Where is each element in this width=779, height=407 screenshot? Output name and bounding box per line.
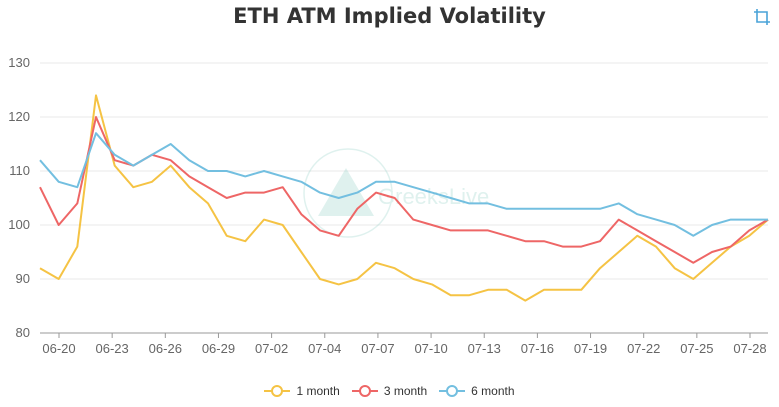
y-tick-label: 90 xyxy=(16,271,30,286)
legend-swatch xyxy=(264,384,291,397)
legend-item-3-month[interactable]: 3 month xyxy=(351,383,428,398)
y-tick-label: 120 xyxy=(8,109,30,124)
legend: 1 month 3 month 6 month xyxy=(0,381,779,399)
x-tick-label: 07-28 xyxy=(733,341,766,356)
x-tick-label: 06-29 xyxy=(202,341,235,356)
legend-swatch xyxy=(439,384,466,397)
legend-swatch xyxy=(351,384,378,397)
x-tick-label: 07-16 xyxy=(521,341,554,356)
y-tick-label: 130 xyxy=(8,55,30,70)
x-tick-label: 07-07 xyxy=(361,341,394,356)
x-tick-label: 07-04 xyxy=(308,341,341,356)
x-tick-label: 07-10 xyxy=(414,341,447,356)
watermark-text: GreeksLive xyxy=(378,184,489,209)
x-axis: 06-20 06-23 06-26 06-29 07-02 07-04 07-07 07-10… xyxy=(42,333,767,356)
watermark: GreeksLive xyxy=(303,148,489,238)
legend-item-1-month[interactable]: 1 month xyxy=(264,383,340,398)
y-tick-label: 80 xyxy=(16,325,30,340)
legend-label: 3 month xyxy=(383,383,428,398)
x-tick-label: 07-13 xyxy=(468,341,501,356)
x-tick-label: 07-25 xyxy=(680,341,713,356)
x-tick-label: 06-23 xyxy=(96,341,129,356)
y-tick-label: 100 xyxy=(8,217,30,232)
legend-label: 6 month xyxy=(471,383,515,398)
x-tick-label: 07-02 xyxy=(255,341,288,356)
x-tick-label: 06-26 xyxy=(149,341,182,356)
x-tick-label: 06-20 xyxy=(42,341,75,356)
x-tick-label: 07-22 xyxy=(627,341,660,356)
y-axis: 80 90 100 110 120 130 xyxy=(8,55,30,340)
series-line-3-month xyxy=(39,116,769,264)
series-lines xyxy=(39,94,769,302)
x-tick-label: 07-19 xyxy=(574,341,607,356)
series-line-1-month xyxy=(39,94,769,302)
y-tick-label: 110 xyxy=(9,163,30,178)
chart-title: ETH ATM Implied Volatility xyxy=(233,4,546,28)
legend-label: 1 month xyxy=(296,383,340,398)
grid-lines xyxy=(40,62,768,334)
series-line-6-month xyxy=(39,132,768,237)
crop-icon[interactable] xyxy=(753,8,771,26)
legend-item-6-month[interactable]: 6 month xyxy=(439,383,515,398)
